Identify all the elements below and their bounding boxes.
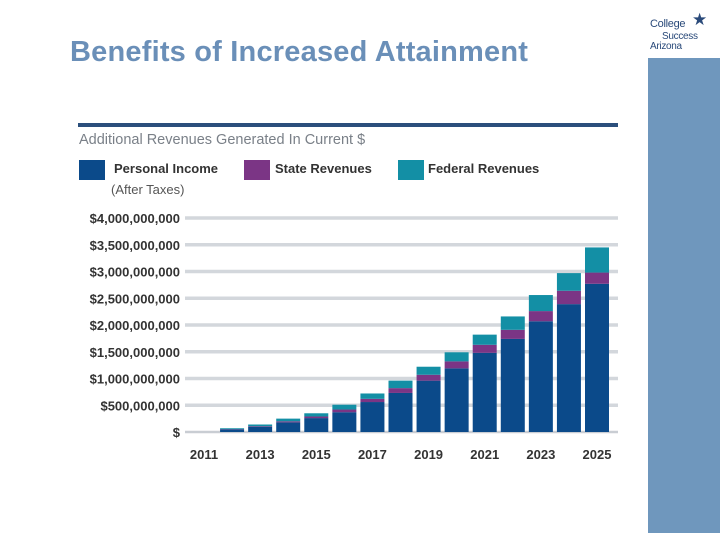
x-tick-label: 2019	[414, 447, 443, 462]
bar-state-revenues-2018	[388, 388, 413, 393]
bar-state-revenues-2015	[304, 416, 329, 419]
bar-state-revenues-2017	[360, 398, 385, 403]
bar-state-revenues-2022	[500, 329, 525, 339]
bar-state-revenues-2013	[248, 426, 273, 427]
bar-federal-revenues-2022	[500, 316, 525, 330]
bar-federal-revenues-2017	[360, 393, 385, 399]
legend-label-state-revenues: State Revenues	[275, 161, 372, 176]
x-tick-label: 2021	[470, 447, 499, 462]
bar-federal-revenues-2021	[472, 334, 497, 345]
bar-federal-revenues-2025	[585, 247, 609, 273]
bar-state-revenues-2023	[528, 311, 553, 322]
y-tick-label: $2,500,000,000	[90, 291, 180, 306]
bar-personal-income-2016	[332, 412, 357, 432]
x-tick-label: 2017	[358, 447, 387, 462]
legend-label-federal-revenues: Federal Revenues	[428, 161, 539, 176]
bar-personal-income-2022	[500, 338, 525, 432]
logo-line-1: College	[650, 18, 686, 30]
bar-personal-income-2023	[528, 321, 553, 432]
bar-state-revenues-2021	[472, 344, 497, 353]
bars	[220, 247, 609, 432]
bar-personal-income-2017	[360, 402, 385, 432]
legend-sublabel-personal-income: (After Taxes)	[111, 182, 184, 197]
bar-federal-revenues-2014	[276, 418, 301, 422]
bar-personal-income-2014	[276, 422, 301, 432]
x-tick-label: 2023	[526, 447, 555, 462]
bar-federal-revenues-2019	[416, 366, 441, 375]
logo-line-2: Success	[662, 31, 698, 42]
bar-federal-revenues-2012	[220, 428, 245, 430]
y-tick-label: $3,000,000,000	[90, 265, 180, 280]
x-axis-ticks: 2011 2013 2015 2017 2019 2021 2023 2025	[190, 447, 612, 462]
x-tick-label: 2013	[246, 447, 275, 462]
bar-personal-income-2025	[585, 283, 609, 432]
bar-federal-revenues-2015	[304, 413, 329, 417]
bar-federal-revenues-2020	[444, 352, 469, 362]
bar-federal-revenues-2013	[248, 424, 273, 427]
bar-federal-revenues-2018	[388, 380, 413, 389]
bar-personal-income-2024	[556, 304, 581, 432]
bar-personal-income-2018	[388, 392, 413, 432]
bar-personal-income-2019	[416, 380, 441, 432]
legend-label-personal-income: Personal Income	[114, 161, 218, 176]
slide-title: Benefits of Increased Attainment	[70, 36, 529, 68]
bar-state-revenues-2016	[332, 409, 357, 413]
x-tick-label: 2011	[190, 447, 218, 462]
legend-swatch-personal-income	[79, 160, 105, 180]
bar-state-revenues-2024	[556, 290, 581, 305]
bar-personal-income-2021	[472, 352, 497, 432]
bar-state-revenues-2025	[585, 272, 609, 284]
y-tick-label: $	[173, 425, 181, 440]
x-tick-label: 2015	[302, 447, 331, 462]
chart-title: Additional Revenues Generated In Current…	[79, 132, 365, 148]
bar-personal-income-2012	[220, 429, 245, 432]
star-icon: ★	[692, 10, 708, 29]
bar-federal-revenues-2024	[556, 273, 581, 291]
logo-line-3: Arizona	[650, 41, 682, 52]
bar-state-revenues-2020	[444, 361, 469, 369]
decorative-side-bar	[648, 58, 720, 533]
bar-state-revenues-2019	[416, 374, 441, 381]
y-tick-label: $1,500,000,000	[90, 345, 180, 360]
legend-swatch-state-revenues	[244, 160, 270, 180]
bar-personal-income-2015	[304, 418, 329, 432]
y-tick-label: $1,000,000,000	[90, 372, 180, 387]
legend-swatch-federal-revenues	[398, 160, 424, 180]
bar-federal-revenues-2023	[528, 295, 553, 312]
y-tick-label: $2,000,000,000	[90, 318, 180, 333]
bar-federal-revenues-2016	[332, 404, 357, 410]
y-axis-ticks: $ $500,000,000 $1,000,000,000 $1,500,000,00…	[90, 211, 181, 440]
y-tick-label: $500,000,000	[100, 398, 180, 413]
y-tick-label: $4,000,000,000	[90, 211, 180, 226]
bar-personal-income-2013	[248, 426, 273, 432]
college-success-arizona-logo: College ★ Success Arizona	[650, 10, 714, 54]
y-tick-label: $3,500,000,000	[90, 238, 180, 253]
x-tick-label: 2025	[583, 447, 612, 462]
bar-state-revenues-2014	[276, 421, 301, 423]
bar-personal-income-2020	[444, 368, 469, 432]
